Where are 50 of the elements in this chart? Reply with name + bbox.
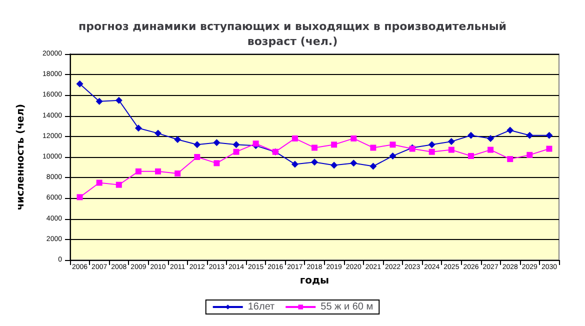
point (546, 146, 552, 152)
point (155, 168, 162, 174)
point (506, 126, 514, 134)
point (232, 141, 240, 148)
point (350, 135, 357, 142)
point (428, 148, 435, 155)
point (174, 136, 182, 143)
point (115, 96, 122, 104)
point (135, 168, 142, 174)
point (214, 160, 220, 166)
point (428, 141, 436, 148)
point (96, 180, 102, 186)
point (330, 162, 338, 169)
point (154, 130, 162, 137)
point (233, 148, 240, 155)
point (213, 139, 220, 146)
point (194, 154, 200, 160)
legend-label: 55 ж и 60 м (320, 302, 374, 312)
chart-title: прогноз динамики вступающих и выходящих в производительный возраст (чел.) (78, 20, 506, 48)
y-axis-title: численность (чел) (16, 104, 26, 210)
point (526, 132, 534, 139)
point (96, 98, 103, 105)
point (350, 160, 358, 167)
point (291, 160, 298, 168)
point (134, 124, 142, 132)
point (467, 132, 474, 139)
point (370, 144, 376, 151)
point (546, 132, 553, 139)
point (174, 170, 181, 176)
x-axis-title: годы (300, 276, 330, 286)
point (312, 144, 318, 151)
point (507, 156, 514, 162)
point (292, 135, 298, 142)
point (468, 152, 474, 159)
legend-label: 16лет (248, 302, 276, 312)
point (331, 142, 338, 148)
point (448, 146, 454, 153)
point (194, 141, 201, 148)
point (487, 134, 494, 142)
point (448, 138, 455, 146)
point (252, 140, 259, 147)
point (390, 142, 396, 148)
point (488, 146, 494, 153)
point (370, 162, 377, 170)
point (526, 152, 533, 158)
point (389, 152, 396, 160)
point (76, 194, 83, 200)
point (76, 80, 84, 88)
point (116, 182, 122, 188)
point (311, 158, 318, 166)
